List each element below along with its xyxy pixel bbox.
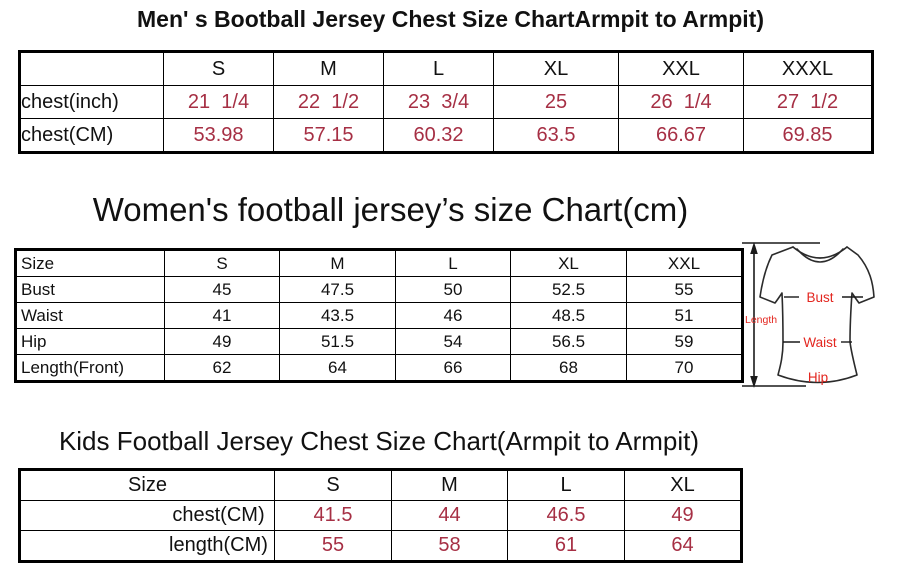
womens-chart-title: Women's football jersey’s size Chart(cm) <box>92 191 689 228</box>
cell-value: 56.5 <box>510 328 627 355</box>
womens-size-header: Size <box>15 249 165 277</box>
mens-col-xxl: XXL <box>618 51 744 86</box>
cell-value: 26 1/4 <box>618 85 744 119</box>
mens-col-xl: XL <box>493 51 619 86</box>
row-label: chest(CM) <box>19 118 164 153</box>
cell-value: 61 <box>507 530 625 562</box>
kids-header-row: Size S M L XL <box>19 469 742 501</box>
cell-value: 21 1/4 <box>163 85 274 119</box>
row-label: Length(Front) <box>15 354 165 382</box>
womens-row-waist: Waist 41 43.5 46 48.5 51 <box>15 302 743 329</box>
cell-value: 49 <box>624 500 742 531</box>
mens-chart-title: Men' s Bootball Jersey Chest Size ChartA… <box>137 6 764 32</box>
mens-size-table: S M L XL XXL XXXL chest(inch) 21 1/4 22 … <box>18 50 874 154</box>
cell-value: 47.5 <box>279 276 396 303</box>
row-label: Waist <box>15 302 165 329</box>
cell-value: 43.5 <box>279 302 396 329</box>
kids-chart-title: Kids Football Jersey Chest Size Chart(Ar… <box>58 426 700 456</box>
row-label: chest(inch) <box>19 85 164 119</box>
row-label: Bust <box>15 276 165 303</box>
mens-header-row: S M L XL XXL XXXL <box>19 51 873 86</box>
cell-value: 51 <box>626 302 743 329</box>
kids-row-length-cm: length(CM) 55 58 61 64 <box>19 530 742 562</box>
mens-col-s: S <box>163 51 274 86</box>
hip-label: Hip <box>808 370 828 385</box>
womens-size-table: Size S M L XL XXL Bust 45 47.5 50 52.5 5… <box>14 248 744 383</box>
length-arrow <box>750 242 758 388</box>
womens-col-m: M <box>279 249 396 277</box>
row-label: length(CM) <box>19 530 275 562</box>
tshirt-measurement-diagram: Length Bust Waist Hip <box>742 242 875 388</box>
row-label: chest(CM) <box>19 500 275 531</box>
cell-value: 54 <box>395 328 511 355</box>
cell-value: 48.5 <box>510 302 627 329</box>
cell-value: 57.15 <box>273 118 384 153</box>
cell-value: 50 <box>395 276 511 303</box>
cell-value: 64 <box>624 530 742 562</box>
cell-value: 44 <box>391 500 508 531</box>
cell-value: 66.67 <box>618 118 744 153</box>
womens-col-xl: XL <box>510 249 627 277</box>
cell-value: 68 <box>510 354 627 382</box>
collar-inner-arc <box>796 248 844 263</box>
kids-col-s: S <box>274 469 392 501</box>
cell-value: 49 <box>164 328 280 355</box>
womens-col-s: S <box>164 249 280 277</box>
cell-value: 46 <box>395 302 511 329</box>
cell-value: 70 <box>626 354 743 382</box>
womens-header-row: Size S M L XL XXL <box>15 249 743 277</box>
cell-value: 46.5 <box>507 500 625 531</box>
measurement-lines <box>783 296 863 343</box>
kids-col-m: M <box>391 469 508 501</box>
mens-row-chest-cm: chest(CM) 53.98 57.15 60.32 63.5 66.67 6… <box>19 118 873 153</box>
cell-value: 60.32 <box>383 118 494 153</box>
womens-col-xxl: XXL <box>626 249 743 277</box>
cell-value: 64 <box>279 354 396 382</box>
cell-value: 22 1/2 <box>273 85 384 119</box>
kids-col-l: L <box>507 469 625 501</box>
cell-value: 27 1/2 <box>743 85 873 119</box>
length-label: Length <box>745 314 777 326</box>
cell-value: 41.5 <box>274 500 392 531</box>
womens-row-bust: Bust 45 47.5 50 52.5 55 <box>15 276 743 303</box>
mens-col-m: M <box>273 51 384 86</box>
cell-value: 41 <box>164 302 280 329</box>
womens-row-hip: Hip 49 51.5 54 56.5 59 <box>15 328 743 355</box>
cell-value: 45 <box>164 276 280 303</box>
kids-size-table: Size S M L XL chest(CM) 41.5 44 46.5 49 … <box>18 468 743 563</box>
cell-value: 58 <box>391 530 508 562</box>
cell-value: 69.85 <box>743 118 873 153</box>
mens-col-l: L <box>383 51 494 86</box>
cell-value: 59 <box>626 328 743 355</box>
kids-size-header: Size <box>19 469 275 501</box>
cell-value: 53.98 <box>163 118 274 153</box>
mens-corner-cell <box>19 51 164 86</box>
row-label: Hip <box>15 328 165 355</box>
waist-label: Waist <box>803 335 836 350</box>
mens-col-xxxl: XXXL <box>743 51 873 86</box>
womens-col-l: L <box>395 249 511 277</box>
kids-row-chest-cm: chest(CM) 41.5 44 46.5 49 <box>19 500 742 531</box>
cell-value: 63.5 <box>493 118 619 153</box>
womens-row-length-front: Length(Front) 62 64 66 68 70 <box>15 354 743 382</box>
cell-value: 25 <box>493 85 619 119</box>
cell-value: 51.5 <box>279 328 396 355</box>
cell-value: 55 <box>274 530 392 562</box>
tshirt-outline <box>759 246 875 384</box>
mens-row-chest-inch: chest(inch) 21 1/4 22 1/2 23 3/4 25 26 1… <box>19 85 873 119</box>
cell-value: 62 <box>164 354 280 382</box>
bust-label: Bust <box>806 290 833 305</box>
cell-value: 66 <box>395 354 511 382</box>
cell-value: 52.5 <box>510 276 627 303</box>
kids-col-xl: XL <box>624 469 742 501</box>
cell-value: 55 <box>626 276 743 303</box>
cell-value: 23 3/4 <box>383 85 494 119</box>
